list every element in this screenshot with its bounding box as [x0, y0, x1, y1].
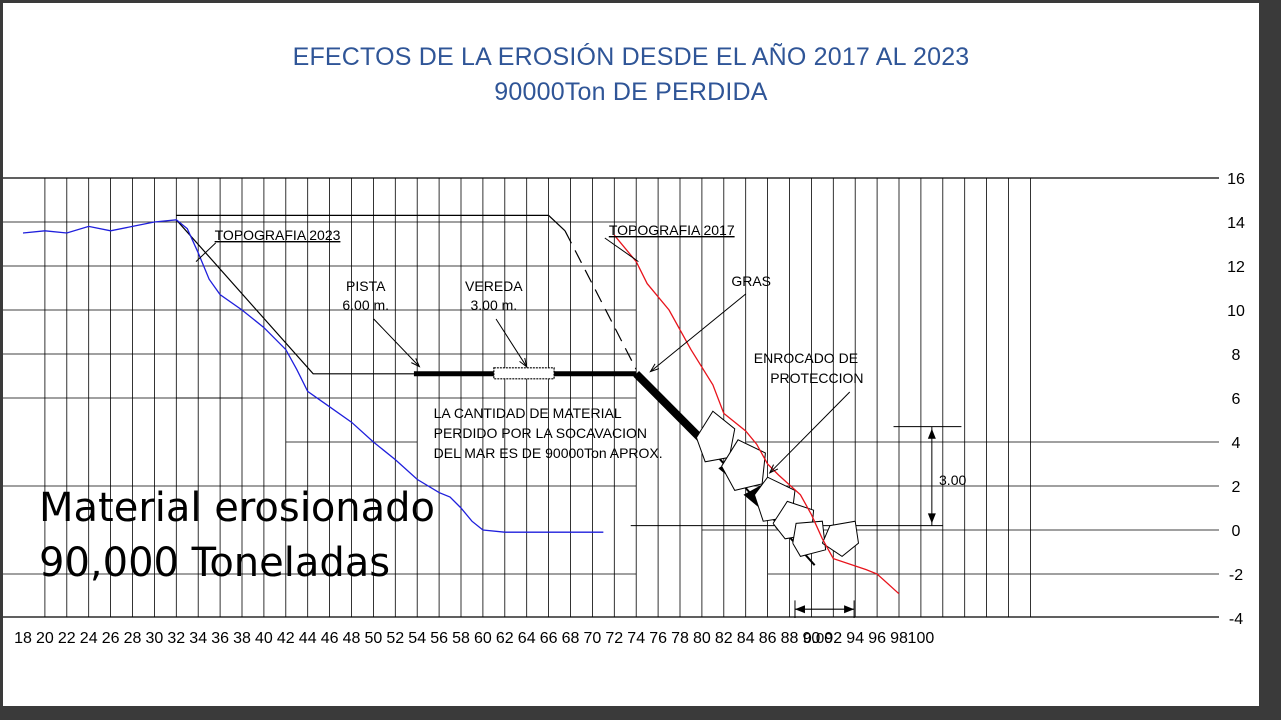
- x-tick-label: 70: [584, 630, 602, 647]
- pista-width-label: 6.00 m.: [342, 297, 389, 313]
- slide-title: EFECTOS DE LA EROSIÓN DESDE EL AÑO 2017 …: [292, 43, 970, 71]
- bottom-dimension-arrowhead: [794, 605, 805, 614]
- dimension-arrowhead: [927, 513, 936, 524]
- topografia-2023-line: [22, 219, 604, 533]
- x-tick-label: 34: [189, 630, 207, 647]
- erosion-cross-section-chart: 18 20 22 24 26 28 30 32 34 36 38 40 42 44 46 48 50 52 54 56…: [3, 171, 1245, 647]
- material-erosionado-label: Material erosionado: [39, 485, 436, 531]
- x-tick-label: 54: [408, 630, 426, 647]
- x-tick-label: 76: [649, 630, 667, 647]
- bottom-dimension-arrowhead: [844, 605, 855, 614]
- x-tick-label: 50: [365, 630, 383, 647]
- vereda-arrow: [495, 318, 528, 368]
- vereda-width-label: 3.00 m.: [470, 297, 517, 313]
- enrocado-arrow: [769, 391, 851, 474]
- x-tick-label: 46: [321, 630, 339, 647]
- x-tick-label: 44: [299, 630, 317, 647]
- material-loss-note-line3: DEL MAR ES DE 90000Ton APROX.: [434, 445, 663, 461]
- enrocado-rock: [695, 410, 736, 463]
- enrocado-label-line2: PROTECCION: [770, 370, 863, 386]
- enrocado-arrow-head: [768, 464, 779, 474]
- x-tick-label: 36: [211, 630, 229, 647]
- pista-label: PISTA: [346, 278, 386, 294]
- x-tick-label: 20: [36, 630, 54, 647]
- vereda-label: VEREDA: [465, 278, 523, 294]
- vereda-sidewalk: [493, 367, 555, 380]
- x-tick-label: 26: [102, 630, 120, 647]
- y-tick-label: 2: [1232, 479, 1241, 496]
- x-tick-label: 88: [781, 630, 799, 647]
- pista-arrow: [373, 318, 420, 367]
- x-tick-label: 64: [518, 630, 536, 647]
- x-tick-label: 86: [759, 630, 777, 647]
- x-tick-label: 72: [605, 630, 623, 647]
- y-tick-label: 12: [1227, 259, 1245, 276]
- enrocado-rock: [721, 439, 766, 491]
- x-tick-label: 42: [277, 630, 295, 647]
- topografia-2017-leader: [604, 237, 639, 263]
- x-tick-label: 40: [255, 630, 273, 647]
- old-road-top-profile: [176, 214, 566, 232]
- gras-label: GRAS: [731, 273, 771, 289]
- x-tick-label: 84: [737, 630, 755, 647]
- slide: EFECTOS DE LA EROSIÓN DESDE EL AÑO 2017 …: [3, 3, 1259, 706]
- x-tick-label: 48: [343, 630, 361, 647]
- y-tick-label: -4: [1229, 611, 1243, 628]
- old-slope-dashed: [564, 230, 637, 370]
- y-tick-label: 10: [1227, 303, 1245, 320]
- gras-arrow: [650, 293, 747, 372]
- x-tick-label: 74: [627, 630, 645, 647]
- bottom-dimension-label: 0.00: [803, 630, 832, 647]
- enrocado-rock: [792, 520, 827, 557]
- material-loss-note-line1: LA CANTIDAD DE MATERIAL: [434, 405, 622, 421]
- topografia-2023-leader: [195, 242, 216, 262]
- x-tick-label: 68: [562, 630, 580, 647]
- y-tick-label: 8: [1232, 347, 1241, 364]
- x-tick-label: 96: [868, 630, 886, 647]
- gras-arrow-head: [649, 363, 660, 373]
- vereda-arrow-head: [519, 357, 528, 369]
- toneladas-label: 90,000 Toneladas: [39, 540, 391, 586]
- x-tick-label: 28: [124, 630, 142, 647]
- pista-arrow-head: [411, 358, 421, 368]
- x-tick-label: 100: [908, 630, 935, 647]
- x-tick-label: 56: [430, 630, 448, 647]
- x-tick-label: 80: [693, 630, 711, 647]
- dimension-label: 3.00: [939, 472, 966, 488]
- y-tick-label: 0: [1232, 523, 1241, 540]
- x-tick-label: 24: [80, 630, 98, 647]
- x-tick-label: 94: [846, 630, 864, 647]
- topografia-2023-label: TOPOGRAFIA 2023: [215, 227, 341, 243]
- x-tick-label: 38: [233, 630, 251, 647]
- slide-subtitle: 90000Ton DE PERDIDA: [494, 78, 768, 106]
- x-tick-label: 52: [386, 630, 404, 647]
- topografia-2017-label: TOPOGRAFIA 2017: [609, 222, 735, 238]
- enrocado-label-line1: ENROCADO DE: [754, 350, 858, 366]
- dimension-arrowhead: [927, 428, 936, 439]
- slope-thick: [633, 370, 712, 450]
- topografia-2017-line: [613, 234, 900, 595]
- y-tick-label: 14: [1227, 215, 1245, 232]
- x-tick-label: 60: [474, 630, 492, 647]
- x-tick-label: 90: [803, 630, 821, 647]
- material-loss-note-line2: PERDIDO POR LA SOCAVACION: [434, 425, 647, 441]
- x-tick-label: 92: [824, 630, 842, 647]
- x-tick-label: 66: [540, 630, 558, 647]
- x-tick-label: 82: [715, 630, 733, 647]
- x-tick-label: 18: [14, 630, 32, 647]
- y-tick-label: -2: [1229, 567, 1243, 584]
- x-tick-label: 78: [671, 630, 689, 647]
- y-tick-label: 6: [1232, 391, 1241, 408]
- x-tick-label: 30: [146, 630, 164, 647]
- x-tick-label: 58: [452, 630, 470, 647]
- y-tick-label: 16: [1227, 171, 1245, 188]
- x-tick-label: 62: [496, 630, 514, 647]
- y-tick-label: 4: [1232, 435, 1241, 452]
- x-tick-label: 32: [167, 630, 185, 647]
- enrocado-rock: [821, 520, 860, 558]
- x-tick-label: 98: [890, 630, 908, 647]
- x-tick-label: 22: [58, 630, 76, 647]
